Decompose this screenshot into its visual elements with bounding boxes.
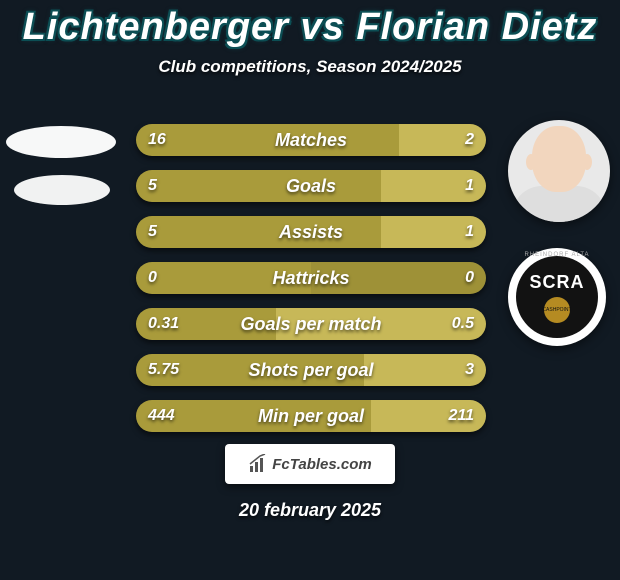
comparison-chart: RHEINDORF ALTA SCRA CASHPOINT Matches162… [0,120,620,440]
player-left-column [6,120,126,230]
stat-value-left: 444 [148,400,175,432]
stat-row: Matches162 [136,124,486,156]
stat-value-left: 0.31 [148,308,179,340]
stat-value-right: 1 [465,170,474,202]
page-subtitle: Club competitions, Season 2024/2025 [0,57,620,77]
stat-value-right: 0.5 [452,308,474,340]
stat-value-right: 2 [465,124,474,156]
stat-value-right: 0 [465,262,474,294]
stat-row: Shots per goal5.753 [136,354,486,386]
brand-badge: FcTables.com [225,444,395,484]
stat-value-left: 5 [148,216,157,248]
club-abbrev: SCRA [529,272,584,293]
player-right-avatar [508,120,610,222]
stat-value-right: 1 [465,216,474,248]
stat-bars: Matches162Goals51Assists51Hattricks00Goa… [136,124,486,446]
stat-row: Goals51 [136,170,486,202]
stat-bar-right [311,262,486,294]
stat-value-left: 0 [148,262,157,294]
stat-bar-left [136,262,311,294]
footer-date: 20 february 2025 [0,500,620,521]
stat-value-left: 5 [148,170,157,202]
stat-row: Min per goal444211 [136,400,486,432]
club-badge-icon: CASHPOINT [544,297,570,323]
club-right-logo: RHEINDORF ALTA SCRA CASHPOINT [508,248,606,346]
stat-bar-left [136,170,381,202]
stat-row: Hattricks00 [136,262,486,294]
player-right-column: RHEINDORF ALTA SCRA CASHPOINT [508,120,610,346]
stat-value-right: 3 [465,354,474,386]
page-title: Lichtenberger vs Florian Dietz [0,0,620,49]
brand-chart-icon [248,454,268,474]
stat-row: Goals per match0.310.5 [136,308,486,340]
brand-text: FcTables.com [272,456,371,473]
stat-bar-left [136,124,399,156]
stat-value-left: 5.75 [148,354,179,386]
stat-row: Assists51 [136,216,486,248]
stat-value-right: 211 [448,400,474,432]
stat-bar-left [136,216,381,248]
player-left-avatar [6,120,126,230]
stat-value-left: 16 [148,124,166,156]
